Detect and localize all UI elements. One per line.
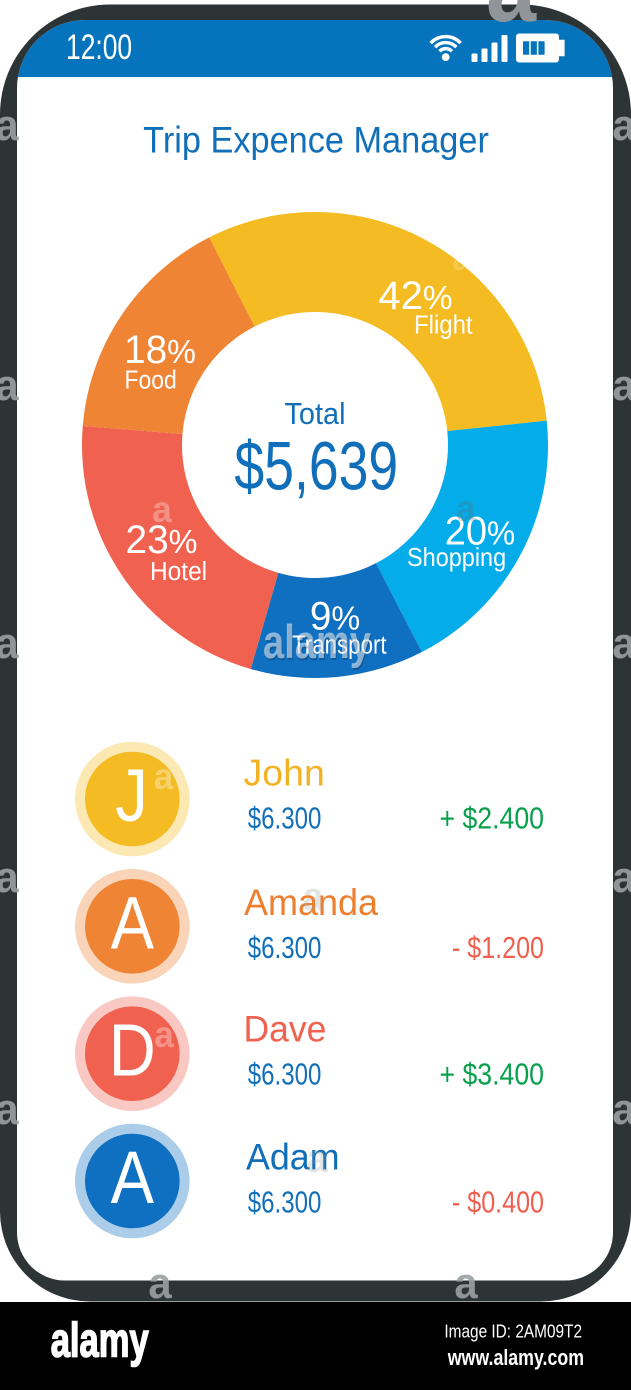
svg-text:$6.300: $6.300	[248, 1056, 322, 1091]
svg-text:alamy: alamy	[263, 616, 371, 669]
svg-text:www.alamy.com: www.alamy.com	[447, 1346, 584, 1370]
svg-text:42%: 42%	[378, 274, 452, 318]
svg-text:Food: Food	[125, 366, 177, 394]
svg-text:a: a	[302, 875, 323, 919]
svg-text:Adam: Adam	[246, 1136, 340, 1178]
svg-text:a: a	[612, 619, 631, 668]
svg-text:a: a	[456, 487, 476, 529]
svg-text:alamy: alamy	[264, 618, 372, 671]
svg-text:a: a	[148, 1259, 172, 1308]
svg-text:Hotel: Hotel	[150, 558, 207, 587]
svg-text:A: A	[111, 881, 155, 964]
svg-text:A: A	[111, 1136, 155, 1219]
svg-text:a: a	[454, 1259, 478, 1308]
svg-text:$5,639: $5,639	[234, 428, 398, 505]
svg-text:D: D	[109, 1009, 156, 1092]
svg-text:+ $2.400: + $2.400	[439, 802, 544, 836]
svg-text:20%: 20%	[445, 510, 515, 554]
svg-text:a: a	[486, 0, 537, 43]
svg-text:$6.300: $6.300	[248, 930, 322, 965]
svg-text:+ $3.400: + $3.400	[439, 1058, 544, 1092]
svg-text:Flight: Flight	[414, 312, 473, 340]
svg-text:a: a	[152, 488, 172, 530]
svg-text:Total: Total	[284, 397, 345, 431]
svg-text:a: a	[306, 1137, 327, 1181]
svg-text:alamy: alamy	[51, 1313, 150, 1367]
svg-text:9%: 9%	[310, 594, 360, 639]
svg-text:Shopping: Shopping	[407, 544, 506, 572]
svg-text:a: a	[0, 1085, 20, 1134]
svg-text:12:00: 12:00	[66, 27, 132, 67]
svg-text:a: a	[0, 619, 20, 668]
svg-text:- $1.200: - $1.200	[452, 929, 544, 964]
svg-text:Transport: Transport	[292, 631, 387, 660]
svg-text:18%: 18%	[124, 327, 196, 372]
svg-text:Amanda: Amanda	[244, 881, 379, 923]
svg-text:a: a	[0, 101, 20, 150]
svg-text:$6.300: $6.300	[248, 1184, 322, 1219]
svg-text:a: a	[154, 755, 174, 797]
svg-text:$6.300: $6.300	[248, 801, 322, 836]
svg-text:Trip Expence Manager: Trip Expence Manager	[143, 119, 489, 161]
svg-text:a: a	[154, 1013, 174, 1055]
svg-text:a: a	[612, 853, 631, 902]
svg-text:Image ID: 2AM09T2: Image ID: 2AM09T2	[444, 1321, 582, 1342]
svg-text:a: a	[612, 1085, 631, 1134]
svg-text:23%: 23%	[126, 517, 198, 562]
svg-text:a: a	[612, 361, 631, 410]
svg-text:Dave: Dave	[244, 1008, 327, 1050]
svg-text:a: a	[452, 236, 472, 278]
svg-text:John: John	[244, 752, 325, 794]
svg-text:a: a	[0, 361, 20, 410]
svg-text:a: a	[612, 101, 631, 150]
svg-text:- $0.400: - $0.400	[452, 1184, 544, 1219]
svg-text:J: J	[115, 754, 148, 837]
svg-text:a: a	[0, 853, 20, 902]
